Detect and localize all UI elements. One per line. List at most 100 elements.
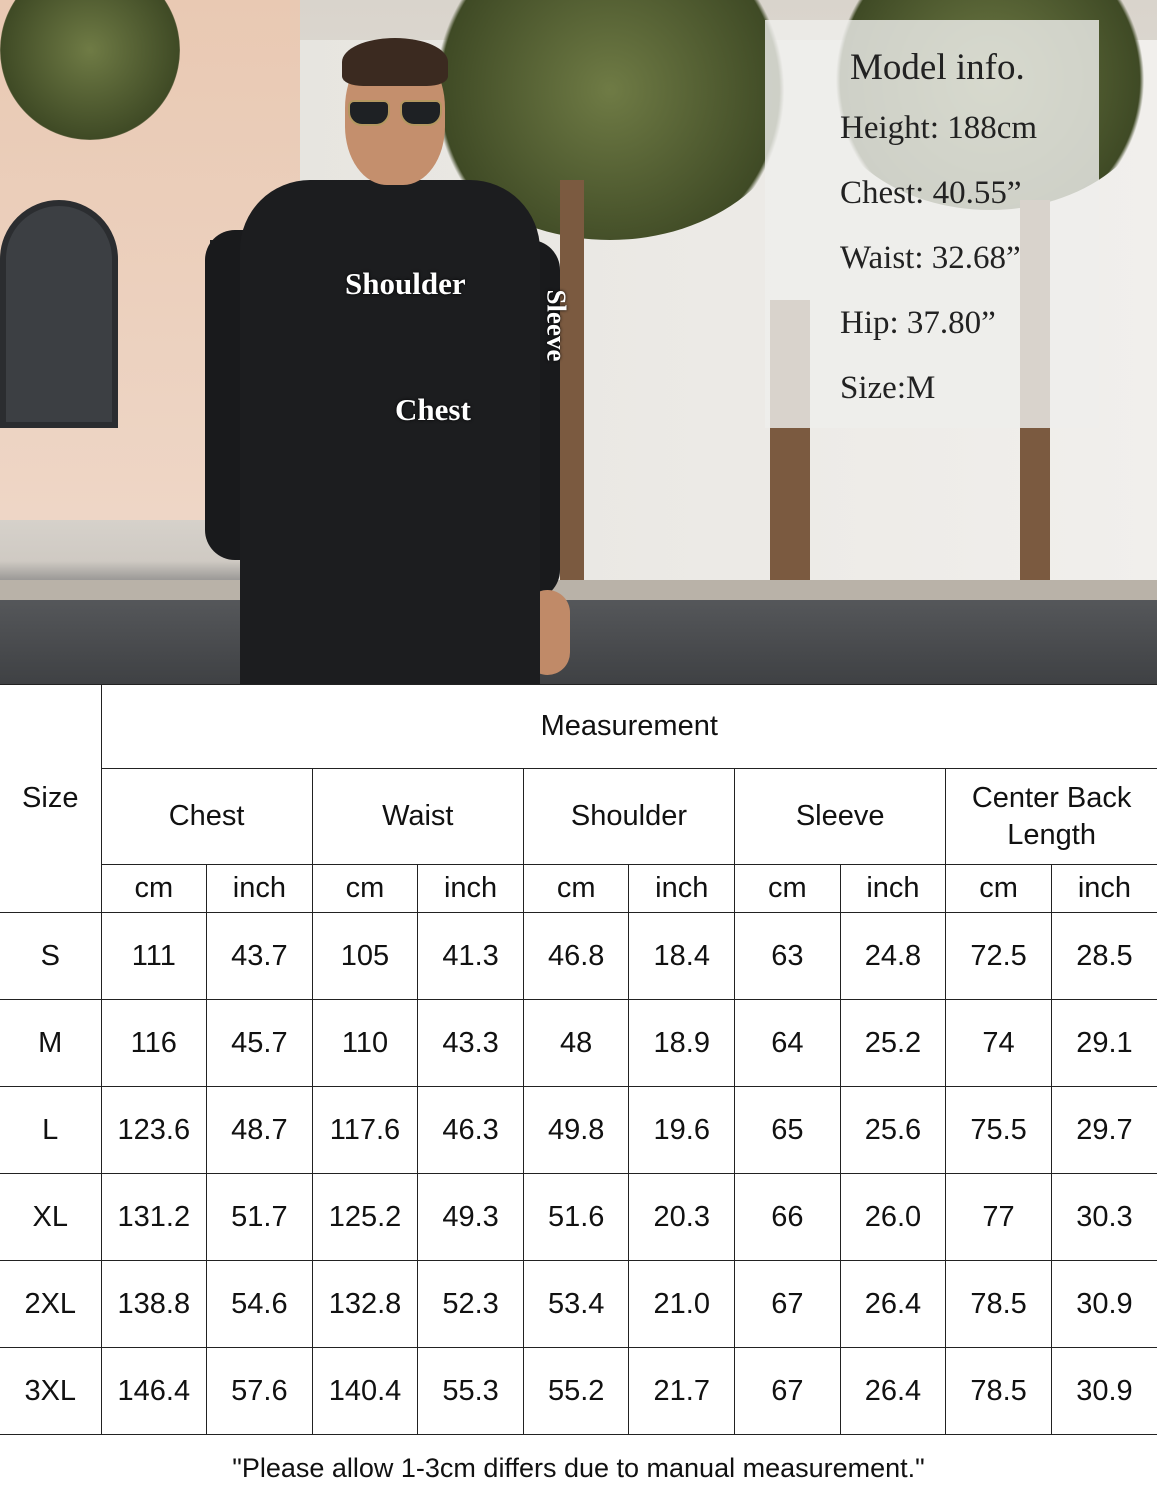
size-chart-table: Size Measurement Chest Waist Shoulder Sl… [0,684,1157,1503]
value-cell: 123.6 [100,1086,208,1174]
column-header-center-back-length: Center Back Length [945,768,1157,865]
value-cell: 25.2 [839,999,947,1087]
value-cell: 131.2 [100,1173,208,1261]
size-cell: S [0,912,102,1000]
value-cell: 18.9 [628,999,736,1087]
unit-header: inch [839,864,947,913]
value-cell: 48.7 [206,1086,313,1174]
unit-header: inch [1050,864,1157,913]
value-cell: 132.8 [311,1260,419,1348]
size-cell: L [0,1086,102,1174]
table-row: 3XL 146.4 57.6 140.4 55.3 55.2 21.7 67 26.4 78.5 3… [0,1347,1157,1435]
value-cell: 105 [311,912,419,1000]
value-cell: 26.4 [839,1260,947,1348]
value-cell: 74 [945,999,1052,1087]
value-cell: 77 [945,1173,1052,1261]
value-cell: 21.0 [628,1260,736,1348]
sleeve-label: Sleeve [541,289,572,362]
column-header-chest: Chest [100,768,313,865]
unit-header: inch [628,864,736,913]
value-cell: 20.3 [628,1173,736,1261]
size-cell: XL [0,1173,102,1261]
unit-header: cm [734,864,841,913]
size-cell: 3XL [0,1347,102,1435]
curb [0,580,1157,602]
value-cell: 78.5 [945,1347,1052,1435]
arched-window [0,200,118,428]
value-cell: 26.0 [839,1173,947,1261]
table-row: M 116 45.7 110 43.3 48 18.9 64 25.2 74 29.1 [0,999,1157,1087]
measurement-header: Measurement [100,684,1157,769]
value-cell: 125.2 [311,1173,419,1261]
value-cell: 117.6 [311,1086,419,1174]
value-cell: 57.6 [206,1347,313,1435]
value-cell: 29.7 [1050,1086,1157,1174]
value-cell: 51.7 [206,1173,313,1261]
value-cell: 49.3 [417,1173,524,1261]
value-cell: 30.3 [1050,1173,1157,1261]
value-cell: 67 [734,1347,841,1435]
value-cell: 43.7 [206,912,313,1000]
model-waist: Waist: 32.68” [840,240,1021,276]
value-cell: 30.9 [1050,1260,1157,1348]
unit-header: cm [100,864,208,913]
value-cell: 66 [734,1173,841,1261]
model-hip: Hip: 37.80” [840,305,996,341]
table-row: S 111 43.7 105 41.3 46.8 18.4 63 24.8 72.5 28.5 [0,912,1157,1000]
size-header: Size [0,684,102,913]
model-photo: Shoulder Chest Sleeve Model info. Height… [0,0,1157,684]
value-cell: 51.6 [522,1173,630,1261]
model [200,30,570,684]
value-cell: 54.6 [206,1260,313,1348]
value-cell: 110 [311,999,419,1087]
column-header-waist: Waist [311,768,524,865]
value-cell: 48 [522,999,630,1087]
value-cell: 29.1 [1050,999,1157,1087]
column-header-sleeve: Sleeve [734,768,947,865]
value-cell: 49.8 [522,1086,630,1174]
value-cell: 41.3 [417,912,524,1000]
shoulder-label: Shoulder [345,266,466,301]
size-cell: 2XL [0,1260,102,1348]
chest-label: Chest [395,392,471,427]
value-cell: 67 [734,1260,841,1348]
value-cell: 55.3 [417,1347,524,1435]
size-cell: M [0,999,102,1087]
column-header-shoulder: Shoulder [522,768,736,865]
value-cell: 116 [100,999,208,1087]
value-cell: 146.4 [100,1347,208,1435]
value-cell: 64 [734,999,841,1087]
value-cell: 52.3 [417,1260,524,1348]
model-size: Size:M [840,370,936,406]
value-cell: 26.4 [839,1347,947,1435]
table-row: XL 131.2 51.7 125.2 49.3 51.6 20.3 66 26.0 77 30.3 [0,1173,1157,1261]
value-cell: 75.5 [945,1086,1052,1174]
model-height: Height: 188cm [840,110,1038,146]
value-cell: 30.9 [1050,1347,1157,1435]
tree [0,0,180,140]
value-cell: 46.8 [522,912,630,1000]
road [0,600,1157,684]
model-info-box: Model info. Height: 188cm Chest: 40.55” … [765,20,1099,428]
value-cell: 46.3 [417,1086,524,1174]
value-cell: 63 [734,912,841,1000]
value-cell: 72.5 [945,912,1052,1000]
model-info-title: Model info. [850,47,1025,88]
value-cell: 18.4 [628,912,736,1000]
table-row: L 123.6 48.7 117.6 46.3 49.8 19.6 65 25.6 75.5 29.… [0,1086,1157,1174]
value-cell: 53.4 [522,1260,630,1348]
value-cell: 140.4 [311,1347,419,1435]
unit-header: inch [417,864,524,913]
unit-header: cm [945,864,1052,913]
value-cell: 24.8 [839,912,947,1000]
value-cell: 28.5 [1050,912,1157,1000]
value-cell: 78.5 [945,1260,1052,1348]
value-cell: 21.7 [628,1347,736,1435]
value-cell: 43.3 [417,999,524,1087]
unit-header: cm [311,864,419,913]
unit-header: inch [206,864,313,913]
model-chest: Chest: 40.55” [840,175,1022,211]
unit-header: cm [522,864,630,913]
tree-trunk [560,180,584,580]
value-cell: 45.7 [206,999,313,1087]
